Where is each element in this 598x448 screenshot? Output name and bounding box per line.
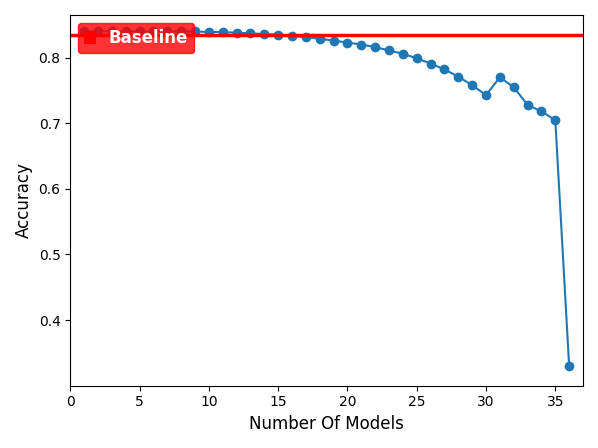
X-axis label: Number Of Models: Number Of Models [249, 415, 404, 433]
Y-axis label: Accuracy: Accuracy [15, 163, 33, 238]
Legend: Baseline: Baseline [78, 23, 194, 53]
